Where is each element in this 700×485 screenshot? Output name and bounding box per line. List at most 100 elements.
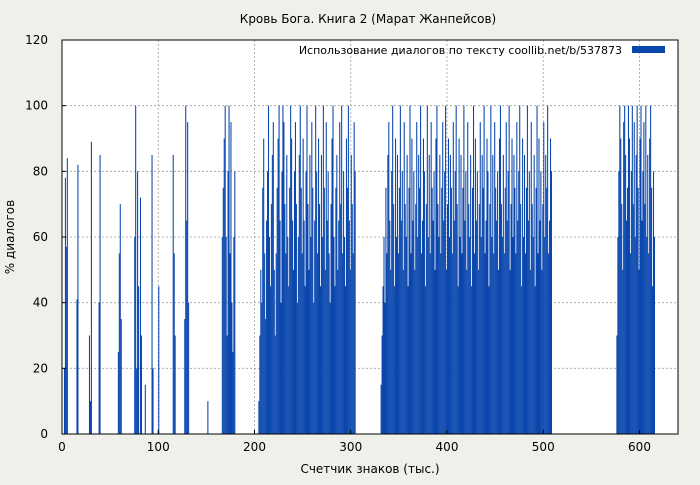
bar bbox=[134, 237, 136, 434]
bar bbox=[293, 171, 296, 435]
bar bbox=[493, 253, 495, 434]
bar bbox=[433, 171, 435, 435]
bar bbox=[406, 154, 408, 434]
bar bbox=[474, 138, 476, 434]
bar bbox=[627, 105, 630, 435]
bar bbox=[468, 204, 470, 434]
bar bbox=[642, 171, 644, 435]
bar bbox=[295, 204, 297, 434]
bar bbox=[414, 269, 416, 434]
bar bbox=[221, 237, 223, 434]
bar bbox=[439, 154, 441, 434]
bar bbox=[483, 105, 485, 435]
y-tick-label: 60 bbox=[33, 230, 48, 244]
bar bbox=[550, 171, 553, 435]
bar bbox=[264, 253, 266, 434]
bar bbox=[421, 220, 424, 434]
bar bbox=[233, 237, 235, 434]
bar bbox=[618, 171, 620, 435]
bar bbox=[536, 105, 538, 435]
bar bbox=[308, 269, 310, 434]
bar bbox=[426, 105, 428, 435]
bar bbox=[386, 253, 388, 434]
bar bbox=[277, 138, 279, 434]
legend-label: Использование диалогов по тексту coollib… bbox=[299, 44, 622, 57]
bars bbox=[63, 105, 655, 435]
bar bbox=[328, 253, 330, 434]
bar bbox=[546, 187, 548, 434]
bar bbox=[338, 220, 340, 434]
bar bbox=[300, 187, 302, 434]
bar bbox=[382, 286, 384, 434]
y-tick-label: 0 bbox=[40, 427, 48, 441]
bar bbox=[350, 154, 352, 434]
bar bbox=[534, 286, 536, 434]
bar bbox=[287, 237, 289, 434]
bar bbox=[499, 105, 501, 435]
bar bbox=[262, 187, 264, 434]
bar bbox=[530, 122, 532, 434]
bar bbox=[315, 105, 317, 435]
bar bbox=[484, 253, 486, 434]
bar bbox=[332, 105, 334, 435]
bar bbox=[528, 171, 530, 435]
bar bbox=[508, 105, 510, 435]
bar bbox=[303, 220, 305, 434]
bar bbox=[259, 335, 261, 434]
bar bbox=[329, 302, 331, 434]
bar bbox=[88, 335, 91, 434]
bar bbox=[653, 237, 655, 434]
bar bbox=[391, 171, 393, 435]
bar bbox=[469, 237, 471, 434]
bar bbox=[402, 269, 404, 434]
bar bbox=[651, 187, 653, 434]
bar bbox=[411, 138, 413, 434]
bar bbox=[76, 299, 78, 434]
bar bbox=[138, 286, 140, 434]
bar bbox=[119, 204, 121, 434]
bar bbox=[472, 187, 474, 434]
bar bbox=[225, 237, 227, 434]
bar bbox=[340, 204, 342, 434]
bar bbox=[274, 335, 276, 434]
bar bbox=[387, 154, 389, 434]
bar bbox=[396, 154, 399, 434]
bar bbox=[514, 187, 516, 434]
y-tick-label: 120 bbox=[25, 33, 48, 47]
bar bbox=[482, 187, 484, 434]
bar bbox=[404, 204, 406, 434]
bar bbox=[296, 302, 298, 434]
bar bbox=[337, 269, 339, 434]
bar bbox=[418, 154, 420, 434]
bar bbox=[401, 171, 403, 435]
y-tick-label: 40 bbox=[33, 296, 48, 310]
bar bbox=[341, 105, 343, 435]
bar bbox=[443, 220, 445, 434]
bar bbox=[511, 138, 513, 434]
bar bbox=[415, 204, 417, 434]
bar bbox=[498, 269, 500, 434]
bar bbox=[626, 220, 628, 434]
bar bbox=[638, 269, 640, 434]
bar bbox=[117, 351, 119, 434]
x-tick-label: 0 bbox=[58, 440, 66, 454]
bar bbox=[275, 253, 277, 434]
bar bbox=[310, 237, 312, 434]
bar bbox=[445, 105, 447, 435]
bar bbox=[431, 187, 433, 434]
bar bbox=[489, 204, 491, 434]
bar bbox=[66, 158, 68, 434]
bar bbox=[453, 220, 455, 434]
bar bbox=[268, 237, 270, 434]
bar bbox=[118, 253, 120, 434]
bar bbox=[480, 237, 482, 434]
bar bbox=[232, 351, 234, 434]
bar bbox=[463, 105, 465, 435]
bar bbox=[652, 171, 655, 435]
bar bbox=[506, 220, 508, 434]
bar bbox=[270, 204, 272, 434]
bar bbox=[325, 122, 327, 434]
bar bbox=[312, 187, 314, 434]
bar bbox=[99, 154, 101, 434]
bar bbox=[624, 105, 626, 435]
